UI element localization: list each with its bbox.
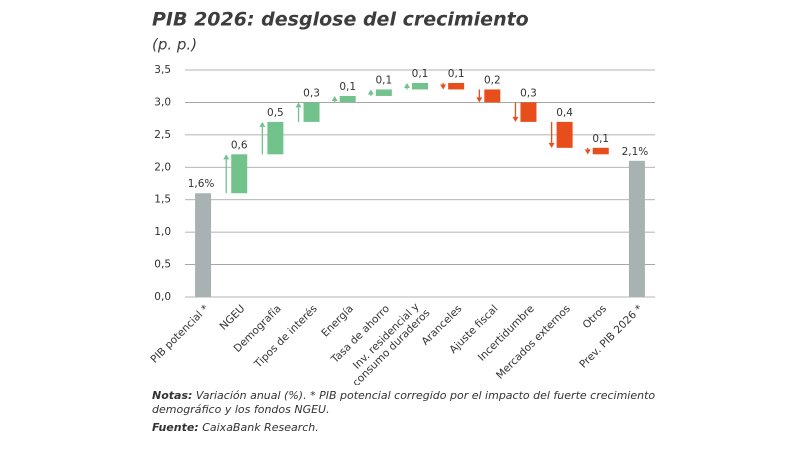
x-tick-label: Otros (580, 303, 609, 332)
x-tick-label: Mercados externos (494, 303, 573, 382)
chart-subtitle: (p. p.) (152, 36, 197, 54)
source-text: CaixaBank Research. (202, 421, 319, 434)
value-label: 0,5 (267, 107, 284, 119)
x-tick-label: NGEU (218, 303, 248, 333)
bar (412, 82, 428, 90)
y-tick-label: 3,5 (154, 64, 171, 76)
value-label: 2,1% (622, 146, 649, 158)
x-tick-label: Tipos de interés (252, 303, 320, 371)
x-tick-label: Prev. PIB 2026 * (577, 303, 645, 371)
arrow-head (259, 121, 266, 127)
arrow-head (295, 102, 302, 108)
y-tick-label: 2,0 (154, 161, 171, 173)
y-tick-label: 3,0 (154, 96, 171, 108)
notes-label: Notas: (152, 389, 193, 402)
arrow-head (476, 97, 483, 103)
chart-title: PIB 2026: desglose del crecimiento (152, 9, 529, 31)
bar (195, 193, 212, 297)
bar (267, 121, 284, 155)
bar (520, 102, 537, 122)
value-label: 0,1 (375, 74, 392, 86)
value-label: 0,1 (339, 81, 356, 93)
value-label: 0,1 (412, 68, 429, 80)
bar (484, 89, 501, 103)
value-label: 0,3 (303, 87, 320, 99)
arrow-head (440, 84, 447, 90)
y-tick-label: 0,5 (154, 259, 171, 271)
y-tick-label: 1,5 (154, 194, 171, 206)
bar (448, 82, 465, 90)
value-label: 0,4 (556, 107, 573, 119)
value-label: 0,3 (520, 87, 537, 99)
source-label: Fuente: (152, 421, 199, 434)
value-label: 0,6 (231, 139, 248, 151)
bar (339, 95, 356, 103)
arrow-head (331, 95, 338, 101)
bar (231, 154, 248, 194)
x-tick-label: Energía (319, 303, 356, 340)
value-label: 0,1 (448, 68, 465, 80)
value-label: 0,1 (592, 133, 609, 145)
arrow-head (223, 154, 230, 160)
y-tick-label: 2,5 (154, 129, 171, 141)
notes-text: Variación anual (%). * PIB potencial cor… (152, 389, 656, 416)
source-line: Fuente: CaixaBank Research. (152, 421, 662, 435)
x-tick-line: consumo duraderos (350, 307, 432, 385)
y-tick-label: 0,0 (154, 291, 171, 303)
arrow-head (512, 116, 519, 122)
arrow-head (584, 149, 591, 155)
y-tick-label: 1,0 (154, 226, 171, 238)
arrow-head (548, 142, 555, 148)
arrow-head (367, 89, 374, 95)
bar (375, 89, 392, 96)
bar (556, 121, 573, 148)
chart: PIB 2026: desglose del crecimiento (p. p… (148, 9, 655, 385)
bar (592, 147, 609, 155)
x-tick-label: PIB potencial * (148, 303, 211, 366)
value-label: 0,2 (484, 74, 501, 86)
bar (628, 160, 645, 297)
value-label: 1,6% (188, 178, 215, 190)
notes: Notas: Variación anual (%). * PIB potenc… (152, 389, 662, 439)
bar (303, 102, 320, 122)
arrow-head (404, 82, 410, 88)
notes-line: Notas: Variación anual (%). * PIB potenc… (152, 389, 662, 417)
